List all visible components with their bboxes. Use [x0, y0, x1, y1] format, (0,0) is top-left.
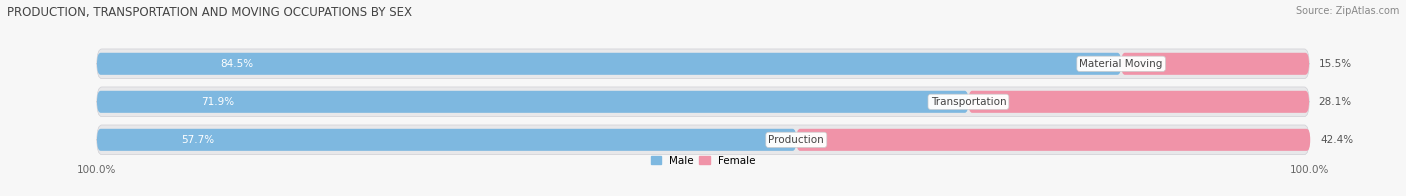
Text: Production: Production — [769, 135, 824, 145]
FancyBboxPatch shape — [97, 125, 1309, 155]
Text: Transportation: Transportation — [931, 97, 1007, 107]
FancyBboxPatch shape — [1121, 53, 1309, 75]
Legend: Male, Female: Male, Female — [651, 156, 755, 166]
Text: 57.7%: 57.7% — [181, 135, 214, 145]
FancyBboxPatch shape — [97, 53, 1121, 75]
Text: 28.1%: 28.1% — [1319, 97, 1351, 107]
Text: 15.5%: 15.5% — [1319, 59, 1351, 69]
Text: 84.5%: 84.5% — [219, 59, 253, 69]
FancyBboxPatch shape — [97, 129, 796, 151]
Text: 42.4%: 42.4% — [1320, 135, 1353, 145]
Text: 71.9%: 71.9% — [201, 97, 235, 107]
FancyBboxPatch shape — [97, 49, 1309, 79]
Text: Material Moving: Material Moving — [1080, 59, 1163, 69]
FancyBboxPatch shape — [796, 129, 1310, 151]
Text: PRODUCTION, TRANSPORTATION AND MOVING OCCUPATIONS BY SEX: PRODUCTION, TRANSPORTATION AND MOVING OC… — [7, 6, 412, 19]
FancyBboxPatch shape — [969, 91, 1309, 113]
FancyBboxPatch shape — [97, 87, 1309, 117]
FancyBboxPatch shape — [97, 91, 969, 113]
Text: Source: ZipAtlas.com: Source: ZipAtlas.com — [1295, 6, 1399, 16]
